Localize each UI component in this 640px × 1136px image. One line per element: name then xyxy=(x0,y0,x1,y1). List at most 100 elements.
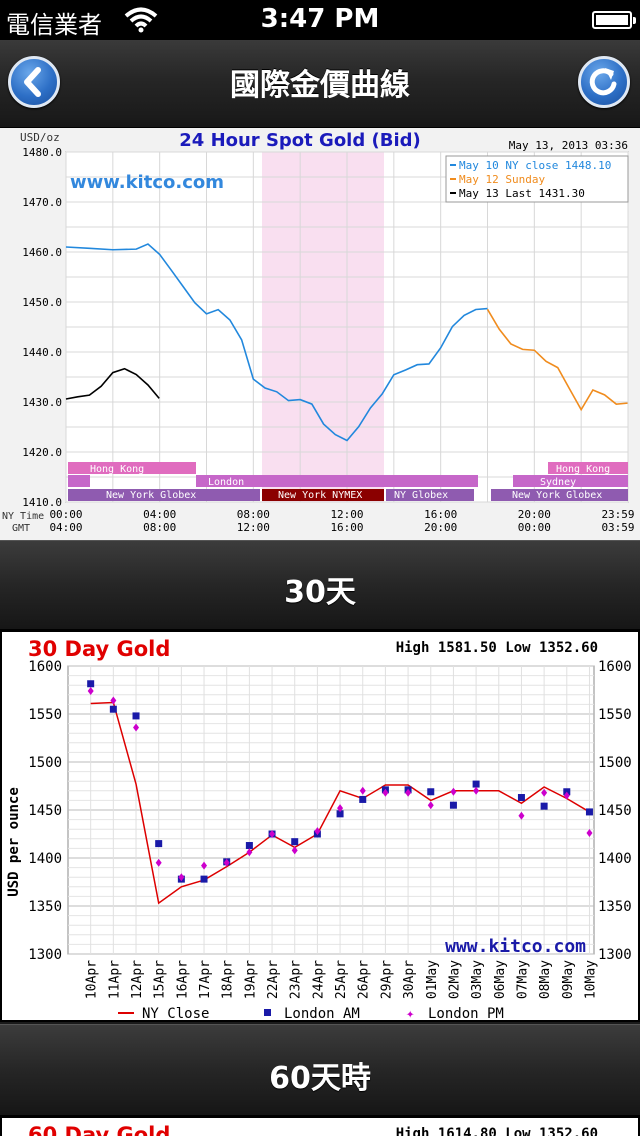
chart30-y-tick: 1500 xyxy=(28,755,62,771)
london-am-point xyxy=(585,808,593,816)
chart30-x-tick: 24Apr xyxy=(311,960,326,999)
spot-y-tick: 1450.0 xyxy=(22,296,62,309)
spot-y-tick: 1440.0 xyxy=(22,346,62,359)
london-am-point xyxy=(132,712,140,720)
chart30-x-tick: 11Apr xyxy=(107,960,122,999)
chart30-series xyxy=(87,680,593,905)
chart30-x-tick: 23Apr xyxy=(289,960,304,999)
chart30-x-tick: 15Apr xyxy=(153,960,168,999)
spot-y-tick: 1430.0 xyxy=(22,396,62,409)
chart30-y-tick: 1400 xyxy=(28,851,62,867)
session-sydney: Sydney xyxy=(540,477,576,488)
london-pm-point xyxy=(541,788,548,797)
wifi-icon xyxy=(124,7,158,33)
london-pm-point xyxy=(178,873,185,882)
chart30-x-tick: 10May xyxy=(583,960,598,999)
gmt-time-tick: 00:00 xyxy=(518,521,551,534)
london-am-point xyxy=(200,875,208,883)
spot-x-axis: 00:00 04:00 08:00 12:00 16:00 20:00 23:5904:00… xyxy=(49,508,634,534)
london-pm-point xyxy=(563,791,570,800)
chart30-y-tick-right: 1300 xyxy=(598,947,632,963)
section-label-60-day: 60天時 xyxy=(269,1061,371,1096)
chart30-y-tick: 1600 xyxy=(28,659,62,675)
chart30-y-tick: 1550 xyxy=(28,707,62,723)
london-pm-point xyxy=(518,811,525,820)
section-header-60-day[interactable]: 60天時 xyxy=(0,1024,640,1116)
london-pm-point xyxy=(87,686,94,695)
spot-y-axis: 1480.0 1470.0 1460.0 1450.0 1440.0 1430.0 1420… xyxy=(22,146,62,509)
london-pm-point xyxy=(269,830,276,838)
london-am-point xyxy=(449,801,457,809)
london-am-point xyxy=(109,705,117,713)
london-pm-point xyxy=(405,788,412,797)
market-sessions: Hong Kong London New York Globex New Yor… xyxy=(68,462,628,501)
carrier-label: 電信業者 xyxy=(6,11,102,39)
section-header-30-day[interactable]: 30天 xyxy=(0,540,640,630)
spot-watermark: www.kitco.com xyxy=(70,172,224,193)
london-am-point xyxy=(155,840,163,848)
chart30-y-tick-right: 1350 xyxy=(598,899,632,915)
clock: 3:47 PM xyxy=(260,4,380,34)
ny-time-tick: 08:00 xyxy=(237,508,270,521)
gold-30-day-chart: 30 Day Gold High 1581.50 Low 1352.60 10A… xyxy=(0,630,640,1022)
spot-series-line xyxy=(65,367,160,400)
chart30-y-tick-right: 1500 xyxy=(598,755,632,771)
refresh-icon xyxy=(589,68,617,96)
gmt-time-tick: 20:00 xyxy=(424,521,457,534)
gmt-time-tick: 08:00 xyxy=(143,521,176,534)
london-pm-point xyxy=(246,848,253,857)
chart30-y-tick: 1350 xyxy=(28,899,62,915)
london-pm-point xyxy=(359,786,366,795)
session-hong-kong-2: Hong Kong xyxy=(556,464,610,475)
session-ny-globex: New York Globex xyxy=(106,490,196,501)
gold-60-day-chart: 60 Day Gold High 1614.80 Low 1352.60 xyxy=(0,1116,640,1136)
navigation-bar: 國際金價曲線 xyxy=(0,40,640,128)
chart30-x-tick: 03May xyxy=(470,960,485,999)
london-am-point xyxy=(291,838,299,846)
spot-unit-label: USD/oz xyxy=(20,131,60,144)
london-am-point xyxy=(517,794,525,802)
legend-may12: May 12 Sunday xyxy=(459,173,545,186)
chart30-y-tick-right: 1550 xyxy=(598,707,632,723)
chart30-y-tick-right: 1400 xyxy=(598,851,632,867)
london-pm-point xyxy=(382,788,389,797)
legend-ny-close: NY Close xyxy=(142,1006,209,1020)
session-london: London xyxy=(208,477,244,488)
london-pm-point xyxy=(133,723,140,732)
london-pm-point xyxy=(155,858,162,867)
session-ny-nymex: New York NYMEX xyxy=(278,490,362,501)
london-pm-point xyxy=(586,829,593,838)
ny-time-tick: 04:00 xyxy=(143,508,176,521)
chart30-x-tick: 18Apr xyxy=(221,960,236,999)
chart60-stats: High 1614.80 Low 1352.60 xyxy=(396,1126,598,1136)
chart30-x-tick: 30Apr xyxy=(402,960,417,999)
session-hong-kong: Hong Kong xyxy=(90,464,144,475)
spot-y-tick: 1480.0 xyxy=(22,146,62,159)
ny-close-line xyxy=(90,701,590,905)
back-button[interactable] xyxy=(8,56,60,108)
section-label-30-day: 30天 xyxy=(284,575,356,610)
chart30-x-tick: 17Apr xyxy=(198,960,213,999)
refresh-button[interactable] xyxy=(578,56,630,108)
svg-text:✦: ✦ xyxy=(406,1006,415,1020)
session-ny-globex-short: NY Globex xyxy=(394,490,448,501)
ny-time-tick: 00:00 xyxy=(49,508,82,521)
ny-time-tick: 20:00 xyxy=(518,508,551,521)
london-pm-point xyxy=(450,787,457,796)
chart30-watermark: www.kitco.com xyxy=(445,936,586,957)
chart30-grid: 10Apr 11Apr 12Apr 15Apr 16Apr 17Apr 18Apr 19Apr… xyxy=(28,659,631,999)
london-pm-point xyxy=(110,696,117,705)
spot-y-tick: 1420.0 xyxy=(22,446,62,459)
london-am-point xyxy=(87,680,95,688)
spot-gold-chart: USD/oz 24 Hour Spot Gold (Bid) May 13, 2… xyxy=(0,128,640,540)
london-am-point xyxy=(336,810,344,818)
london-pm-point xyxy=(473,786,480,795)
london-am-point xyxy=(245,842,253,850)
chart30-legend: NY Close London AM ✦ London PM xyxy=(118,1006,504,1020)
chart30-y-tick: 1300 xyxy=(28,947,62,963)
chart30-x-tick: 25Apr xyxy=(334,960,349,999)
london-pm-point xyxy=(427,801,434,810)
chart30-x-tick: 29Apr xyxy=(379,960,394,999)
spot-date: May 13, 2013 03:36 xyxy=(509,139,628,152)
chart30-x-tick: 19Apr xyxy=(243,960,258,999)
